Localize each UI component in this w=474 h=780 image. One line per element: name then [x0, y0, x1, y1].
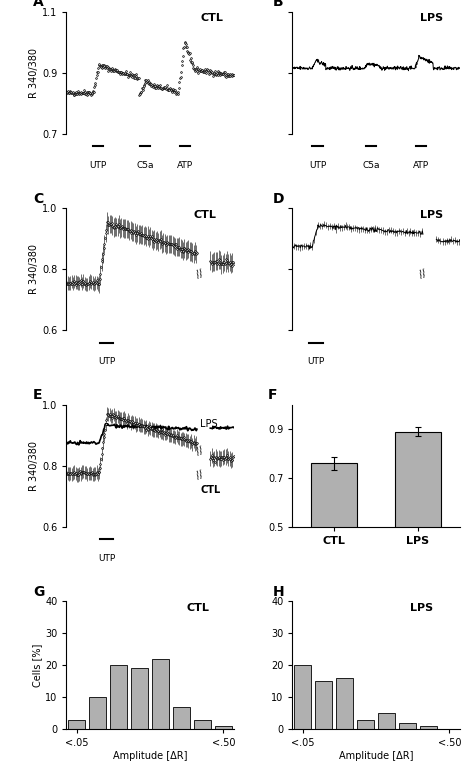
Text: UTP: UTP: [90, 161, 107, 170]
Text: //: //: [195, 470, 204, 481]
Text: G: G: [33, 585, 44, 598]
Bar: [357, 720, 374, 729]
Text: UTP: UTP: [309, 161, 326, 170]
Text: C5a: C5a: [137, 161, 154, 170]
Y-axis label: R 340/380: R 340/380: [29, 48, 39, 98]
Text: LPS: LPS: [419, 13, 443, 23]
Text: //: //: [418, 268, 428, 280]
Y-axis label: Cells [%]: Cells [%]: [32, 644, 42, 687]
Text: CTL: CTL: [201, 13, 223, 23]
Text: //: //: [195, 445, 204, 457]
Bar: [337, 678, 353, 729]
Bar: [420, 726, 437, 729]
Bar: [194, 720, 211, 729]
Bar: [90, 697, 106, 729]
Text: LPS: LPS: [201, 419, 218, 429]
Text: UTP: UTP: [98, 357, 115, 367]
Bar: [315, 681, 332, 729]
Bar: [152, 659, 169, 729]
Bar: [173, 707, 190, 729]
Bar: [399, 723, 416, 729]
Bar: [110, 665, 127, 729]
Bar: [215, 726, 232, 729]
Bar: [395, 431, 441, 649]
Text: LPS: LPS: [410, 604, 433, 613]
Text: B: B: [272, 0, 283, 9]
Text: D: D: [272, 192, 284, 206]
Text: CTL: CTL: [201, 484, 220, 495]
Bar: [311, 463, 357, 649]
Y-axis label: R 340/380: R 340/380: [29, 244, 39, 294]
Text: F: F: [267, 388, 277, 402]
Bar: [378, 713, 395, 729]
Text: C: C: [33, 192, 43, 206]
Bar: [68, 720, 85, 729]
Text: UTP: UTP: [307, 357, 324, 367]
Text: CTL: CTL: [187, 604, 210, 613]
X-axis label: Amplitude [ΔR]: Amplitude [ΔR]: [339, 751, 413, 761]
Text: ATP: ATP: [413, 161, 429, 170]
Text: LPS: LPS: [419, 210, 443, 220]
X-axis label: Amplitude [ΔR]: Amplitude [ΔR]: [113, 751, 187, 761]
Text: A: A: [33, 0, 44, 9]
Text: //: //: [195, 268, 204, 280]
Text: ATP: ATP: [177, 161, 193, 170]
Text: UTP: UTP: [98, 554, 115, 563]
Text: CTL: CTL: [193, 210, 217, 220]
Bar: [294, 665, 311, 729]
Bar: [131, 668, 148, 729]
Y-axis label: R 340/380: R 340/380: [29, 441, 39, 491]
Text: H: H: [272, 585, 284, 598]
Text: E: E: [33, 388, 42, 402]
Text: C5a: C5a: [362, 161, 380, 170]
